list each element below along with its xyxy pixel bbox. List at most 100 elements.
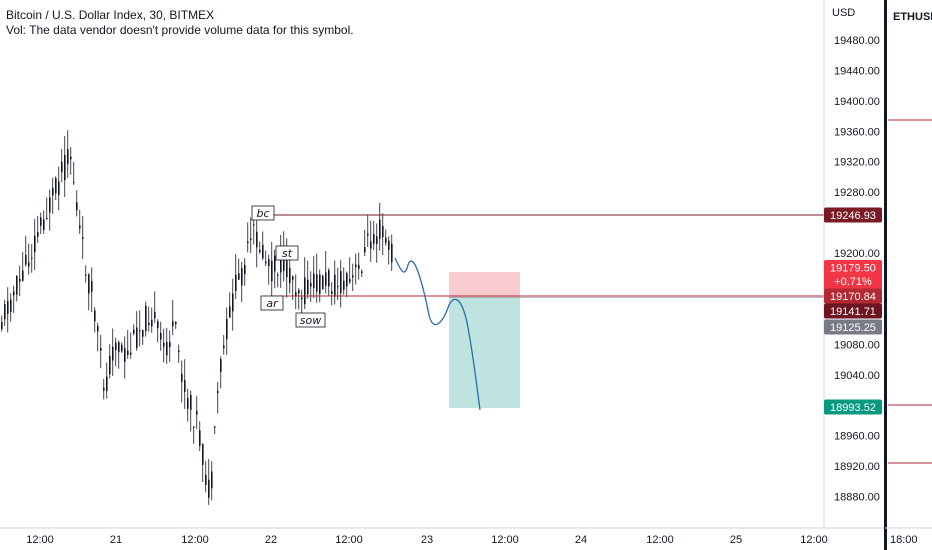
candle-body [199,430,201,446]
candle-body [316,274,318,292]
candle-body [121,344,123,352]
price-tick-label: 18880.00 [834,492,880,504]
price-tag[interactable] [824,260,882,290]
candle-body [115,342,117,351]
candle-body [88,274,90,294]
candle-body [154,311,156,319]
candle-body [391,243,393,263]
candle-body [274,255,276,272]
candle-body [337,286,339,288]
candle-body [262,244,264,259]
candle-body [268,259,270,266]
candle-body [55,178,57,194]
candle-body [94,310,96,322]
candle-body [91,281,93,292]
annotation-bc-box[interactable] [251,205,275,221]
candle-body [19,278,21,282]
candle-body [85,274,87,276]
candle-body [247,241,249,244]
price-tag[interactable] [824,319,882,335]
candle-body [235,274,237,291]
candle-body [253,224,255,226]
candle-body [214,426,216,428]
candle-body [313,273,315,288]
candle-body [271,260,273,282]
candle-body [307,279,309,295]
candle-body [379,219,381,239]
candle-body [196,410,198,415]
annotation-st-box[interactable] [275,245,299,261]
candle-body [112,346,114,361]
candle-body [148,322,150,325]
candle-body [175,322,177,325]
candle-body [142,330,144,337]
candle-body [82,237,84,239]
candle-body [388,240,390,250]
candle-body [130,352,132,355]
candle-body [358,264,360,269]
candle-body [370,241,372,249]
candle-body [376,236,378,245]
candle-body [298,290,300,294]
candle-body [67,149,69,165]
projection-path[interactable] [394,257,481,411]
candle-body [289,267,291,284]
currency-label[interactable]: USD [832,7,855,19]
candle-body [229,306,231,318]
time-tick-label: 25 [730,534,742,546]
price-tag-value: 19125.25 [830,322,876,334]
candle-body [31,257,33,259]
time-tick-label: 22 [265,534,277,546]
price-tick-label: 18960.00 [834,431,880,443]
candle-body [250,238,252,240]
time-tick-label: 12:00 [335,534,363,546]
candle-body [22,270,24,281]
candle-body [106,376,108,392]
price-tag[interactable] [824,288,882,304]
candle-body [52,187,54,196]
wyckoff-annotations[interactable]: bc st ar sow [251,205,326,328]
candle-body [238,273,240,280]
candle-body [355,264,357,268]
candle-body [10,299,12,312]
price-tick-label: 18920.00 [834,461,880,473]
price-tag[interactable] [824,399,882,415]
candle-body [232,293,234,312]
candle-body [49,197,51,213]
candle-body [43,219,45,230]
time-tick-label: 12:00 [491,534,519,546]
candle-body [310,282,312,287]
candle-body [331,291,333,294]
candle-body [319,274,321,294]
candle-body [265,261,267,264]
price-tag[interactable] [824,303,882,319]
time-tick-label: 12:00 [800,534,828,546]
candle-body [178,350,180,353]
price-tag[interactable] [824,207,882,223]
position-zones[interactable] [449,272,885,408]
candle-body [349,279,351,282]
chart-legend: Bitcoin / U.S. Dollar Index, 30, BITMEX … [6,8,354,38]
candle-body [277,274,279,276]
candle-body [7,300,9,314]
panel-symbol[interactable]: ETHUSD [893,11,932,23]
annotation-ar-label: ar [266,297,279,310]
symbol-title[interactable]: Bitcoin / U.S. Dollar Index, 30, BITMEX [6,8,215,22]
stop-loss-zone[interactable] [449,272,520,298]
candle-body [28,262,30,267]
candle-body [286,254,288,278]
candle-body [223,345,225,349]
candle-body [334,274,336,297]
annotation-sow-box[interactable] [295,312,326,328]
candle-body [151,319,153,327]
candle-body [244,264,246,275]
horizontal-levels[interactable] [255,214,824,297]
annotation-ar-box[interactable] [260,295,284,311]
candle-body [325,272,327,286]
time-ticks: 12:00 21 12:00 22 12:00 23 12:00 24 12:00 25 12:00 [26,534,828,546]
time-tick-label: 12:00 [26,534,54,546]
time-tick-label: 21 [110,534,122,546]
candle-body [124,348,126,362]
take-profit-zone[interactable] [449,297,520,408]
